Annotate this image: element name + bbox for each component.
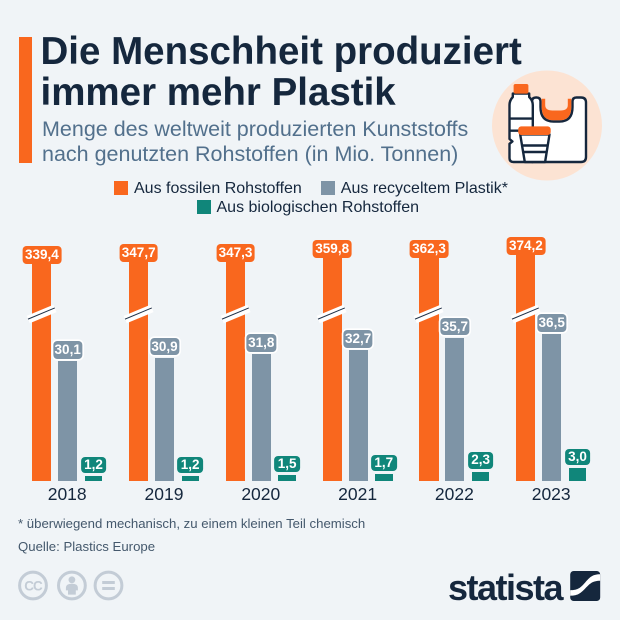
svg-text:CC: CC <box>24 578 43 593</box>
